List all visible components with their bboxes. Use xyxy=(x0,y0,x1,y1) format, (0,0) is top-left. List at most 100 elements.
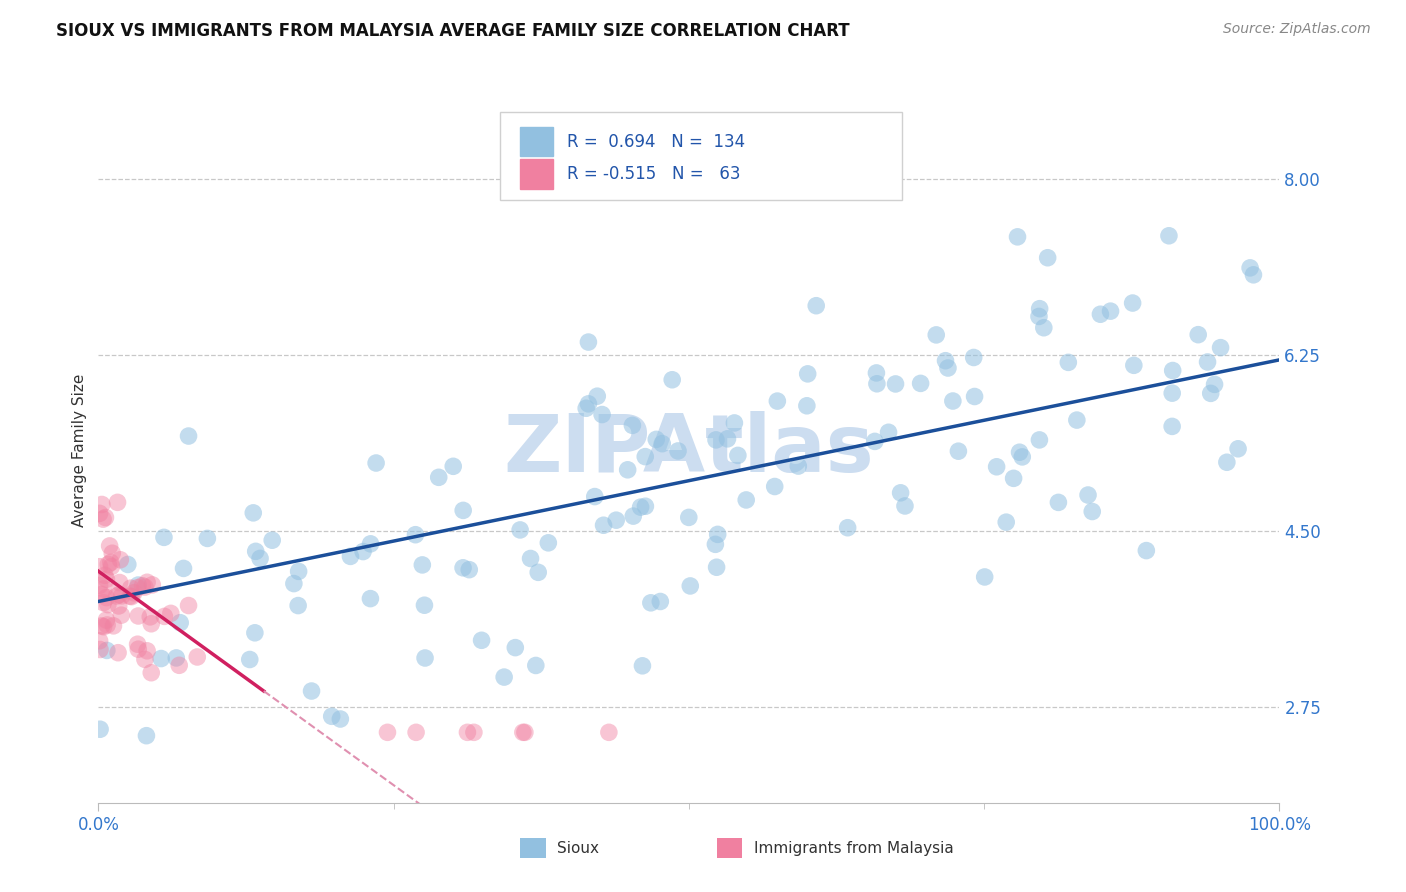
Point xyxy=(103,619,125,633)
Point xyxy=(89,559,111,574)
Point xyxy=(404,527,426,541)
Point xyxy=(105,589,128,603)
Point xyxy=(592,518,614,533)
Point xyxy=(131,579,153,593)
Point xyxy=(1122,359,1144,373)
Point xyxy=(1199,386,1222,401)
Point xyxy=(89,633,111,648)
Point xyxy=(877,425,900,440)
Bar xyxy=(520,127,553,156)
Point xyxy=(527,566,550,580)
Point xyxy=(1239,260,1261,275)
Text: Sioux: Sioux xyxy=(557,841,599,855)
Point xyxy=(763,479,786,493)
Point xyxy=(621,418,644,433)
Point xyxy=(111,589,134,603)
Point xyxy=(621,509,644,524)
Point xyxy=(716,432,738,446)
Point xyxy=(160,607,183,621)
Point xyxy=(98,539,121,553)
Point xyxy=(678,510,700,524)
Point xyxy=(963,351,986,365)
Point xyxy=(321,709,343,723)
Point xyxy=(287,565,309,579)
Point xyxy=(666,444,689,458)
Point xyxy=(110,553,132,567)
Point xyxy=(141,578,163,592)
Point xyxy=(89,506,111,520)
Point xyxy=(136,644,159,658)
Point xyxy=(631,658,654,673)
Point xyxy=(411,558,433,572)
Point xyxy=(456,725,478,739)
Point xyxy=(100,559,122,574)
Point xyxy=(513,725,536,739)
Point xyxy=(441,459,464,474)
Point xyxy=(127,637,149,651)
Point xyxy=(1135,543,1157,558)
Point xyxy=(942,394,965,409)
Point xyxy=(94,568,117,582)
Point xyxy=(537,536,560,550)
Point xyxy=(806,299,828,313)
Point xyxy=(352,544,374,558)
Point xyxy=(366,456,388,470)
Point xyxy=(117,558,139,572)
Point xyxy=(1216,455,1239,469)
Point xyxy=(995,515,1018,529)
Point xyxy=(141,665,163,680)
Point xyxy=(1002,471,1025,485)
Point xyxy=(1197,355,1219,369)
Point xyxy=(413,651,436,665)
Point xyxy=(97,598,120,612)
Point xyxy=(360,537,382,551)
Point xyxy=(925,327,948,342)
Point xyxy=(100,556,122,570)
Point xyxy=(890,485,912,500)
Point xyxy=(1209,341,1232,355)
Point xyxy=(494,670,516,684)
Point xyxy=(1161,419,1184,434)
Point xyxy=(150,651,173,665)
Point xyxy=(120,581,142,595)
Point xyxy=(243,625,266,640)
Point xyxy=(1007,230,1029,244)
Point xyxy=(973,570,995,584)
Point xyxy=(679,579,702,593)
FancyBboxPatch shape xyxy=(501,112,901,201)
Point xyxy=(93,620,115,634)
Point xyxy=(377,725,399,739)
Point xyxy=(186,650,208,665)
Point xyxy=(1032,320,1054,334)
Text: Immigrants from Malaysia: Immigrants from Malaysia xyxy=(754,841,953,855)
Point xyxy=(413,599,436,613)
Point xyxy=(108,588,131,602)
Point xyxy=(650,594,672,608)
Point xyxy=(796,367,818,381)
Point xyxy=(134,652,156,666)
Point xyxy=(651,436,673,450)
Point xyxy=(197,532,219,546)
Point xyxy=(93,582,115,596)
Point xyxy=(1161,386,1184,401)
Point xyxy=(894,499,917,513)
Point xyxy=(512,725,534,739)
Point xyxy=(863,434,886,449)
Point xyxy=(630,500,652,515)
Point xyxy=(1161,363,1184,377)
Point xyxy=(787,459,810,474)
Point xyxy=(634,500,657,514)
Text: R =  0.694   N =  134: R = 0.694 N = 134 xyxy=(567,133,745,151)
Point xyxy=(329,712,352,726)
Point xyxy=(1227,442,1250,456)
Point xyxy=(706,527,728,541)
Point xyxy=(934,353,956,368)
Point xyxy=(910,376,932,391)
Point xyxy=(884,376,907,391)
Point xyxy=(139,610,162,624)
Point xyxy=(173,561,195,575)
Point xyxy=(127,642,149,657)
Point xyxy=(1036,251,1059,265)
Point xyxy=(1011,450,1033,464)
Point xyxy=(141,616,163,631)
